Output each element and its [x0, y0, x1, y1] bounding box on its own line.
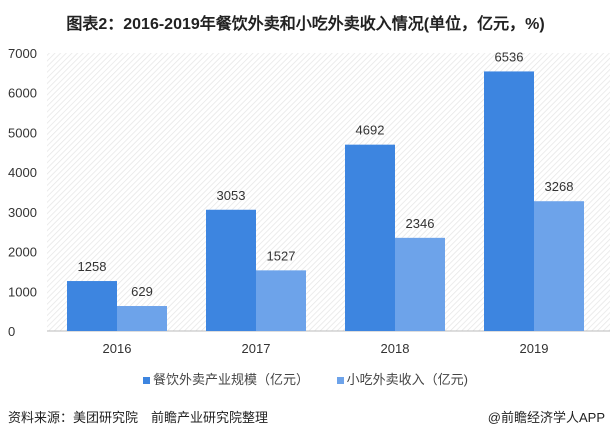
bar	[256, 270, 306, 331]
legend-label: 餐饮外卖产业规模（亿元）	[153, 372, 310, 387]
y-tick-label: 2000	[8, 245, 37, 260]
chart-title: 图表2：2016-2019年餐饮外卖和小吃外卖收入情况(单位，亿元，%)	[66, 16, 545, 33]
y-tick-label: 4000	[8, 165, 37, 180]
bar	[345, 144, 395, 331]
data-label: 3268	[545, 179, 574, 194]
data-label: 1258	[78, 259, 107, 274]
x-tick-label: 2016	[103, 341, 132, 356]
bar	[534, 201, 584, 331]
legend-swatch	[143, 377, 150, 385]
bar-chart: 0 1000 2000 3000 4000 5000 6000 7000 1258 629 2016…	[8, 46, 610, 356]
bar	[117, 306, 167, 331]
x-tick-label: 2018	[381, 341, 410, 356]
y-tick-label: 3000	[8, 205, 37, 220]
source-note: 资料来源：美团研究院 前瞻产业研究院整理	[8, 410, 269, 425]
data-label: 2346	[406, 216, 435, 231]
data-label: 629	[131, 284, 153, 299]
data-label: 1527	[267, 248, 296, 263]
data-label: 6536	[495, 49, 524, 64]
legend-item-series-1: 餐饮外卖产业规模（亿元）	[143, 369, 309, 388]
y-tick-label: 7000	[8, 46, 37, 61]
credit: @前瞻经济学人APP	[487, 410, 605, 425]
data-label: 4692	[356, 123, 385, 138]
bar	[206, 209, 256, 331]
data-label: 3053	[217, 188, 246, 203]
y-tick-label: 1000	[8, 284, 37, 299]
legend-swatch	[336, 377, 344, 385]
y-tick-label: 0	[8, 324, 15, 339]
bar	[484, 71, 534, 331]
bar	[67, 281, 117, 331]
y-tick-label: 5000	[8, 125, 37, 140]
x-tick-label: 2019	[520, 341, 549, 356]
legend-label: 小吃外卖收入（亿元)	[346, 372, 468, 387]
legend-item-series-2: 小吃外卖收入（亿元)	[336, 369, 468, 388]
y-tick-label: 6000	[8, 86, 37, 101]
x-tick-label: 2017	[242, 341, 271, 356]
legend: 餐饮外卖产业规模（亿元） 小吃外卖收入（亿元)	[0, 369, 611, 388]
bar	[395, 237, 445, 331]
